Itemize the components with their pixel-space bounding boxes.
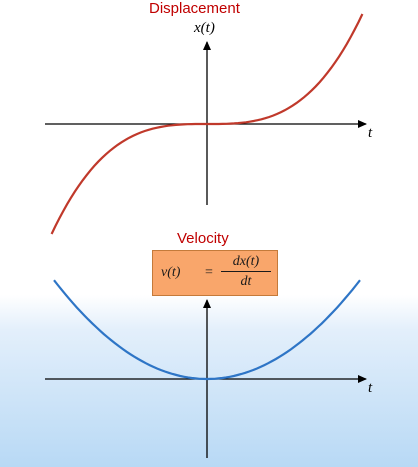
velocity-formula-box: v(t) = dx(t) dt	[152, 250, 278, 296]
velocity-t-axis-label: t	[368, 380, 373, 396]
displacement-title: Displacement	[149, 0, 240, 17]
formula-lhs: v(t)	[161, 265, 181, 280]
displacement-curve	[50, 13, 364, 235]
formula-fraction: dx(t) dt	[221, 254, 271, 290]
formula-numerator: dx(t)	[232, 254, 260, 269]
formula-fraction-bar	[221, 271, 271, 272]
displacement-y-axis-label: x(t)	[194, 20, 215, 36]
velocity-curve	[53, 279, 361, 381]
formula-denominator: dt	[240, 274, 252, 289]
velocity-title: Velocity	[177, 230, 229, 247]
displacement-t-axis-label: t	[368, 125, 373, 141]
formula-equals: =	[205, 265, 213, 280]
